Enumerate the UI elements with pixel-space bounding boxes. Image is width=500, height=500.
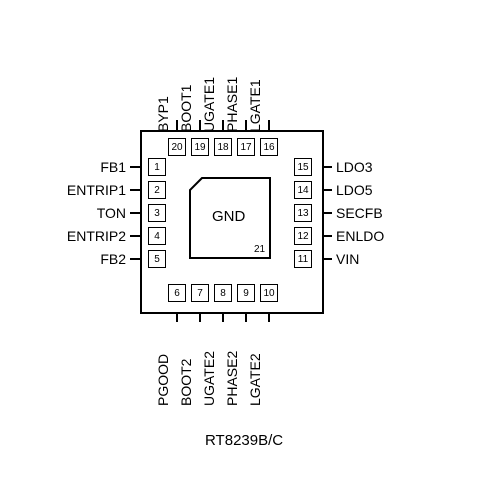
pin-14: 14 [294, 181, 312, 199]
pin-label-6: PGOOD [155, 354, 171, 406]
pin-label-13: SECFB [336, 205, 383, 221]
pin-16: 16 [260, 138, 278, 156]
pin-label-20: BYP1 [155, 96, 171, 132]
pin-11: 11 [294, 250, 312, 268]
pin-label-19: BOOT1 [178, 85, 194, 132]
pin-label-14: LDO5 [336, 182, 373, 198]
center-pad-number: 21 [254, 244, 265, 255]
pin-15: 15 [294, 158, 312, 176]
pin-8: 8 [214, 284, 232, 302]
part-name: RT8239B/C [205, 432, 283, 449]
pin-label-12: ENLDO [336, 228, 384, 244]
center-pad-label: GND [212, 208, 245, 225]
pin-4: 4 [148, 227, 166, 245]
pin-17: 17 [237, 138, 255, 156]
pin-10: 10 [260, 284, 278, 302]
pin-label-4: ENTRIP2 [67, 228, 126, 244]
pin-13: 13 [294, 204, 312, 222]
pin-label-10: LGATE2 [247, 353, 263, 406]
pin-20: 20 [168, 138, 186, 156]
pin-label-7: BOOT2 [178, 359, 194, 406]
pin-2: 2 [148, 181, 166, 199]
pin-label-18: UGATE1 [201, 77, 217, 132]
pin-label-15: LDO3 [336, 159, 373, 175]
pin-9: 9 [237, 284, 255, 302]
pin-label-16: LGATE1 [247, 79, 263, 132]
pin-label-17: PHASE1 [224, 77, 240, 132]
pin-5: 5 [148, 250, 166, 268]
pin-label-11: VIN [336, 251, 359, 267]
pin-label-2: ENTRIP1 [67, 182, 126, 198]
pin-label-5: FB2 [100, 251, 126, 267]
pin-label-1: FB1 [100, 159, 126, 175]
pin-7: 7 [191, 284, 209, 302]
pin-label-3: TON [97, 205, 126, 221]
pin-12: 12 [294, 227, 312, 245]
pin-19: 19 [191, 138, 209, 156]
pin-18: 18 [214, 138, 232, 156]
pin-label-8: UGATE2 [201, 351, 217, 406]
pin-1: 1 [148, 158, 166, 176]
pin-label-9: PHASE2 [224, 351, 240, 406]
pin-3: 3 [148, 204, 166, 222]
pin-6: 6 [168, 284, 186, 302]
